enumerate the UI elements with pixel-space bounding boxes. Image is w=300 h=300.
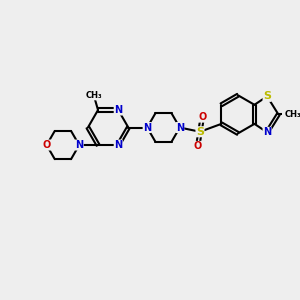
Text: CH₃: CH₃ — [85, 91, 102, 100]
Text: O: O — [194, 141, 202, 151]
Text: N: N — [263, 127, 271, 137]
Text: O: O — [198, 112, 206, 122]
Text: S: S — [196, 127, 204, 137]
Text: N: N — [75, 140, 83, 150]
Text: CH₃: CH₃ — [285, 110, 300, 119]
Text: N: N — [143, 122, 151, 133]
Text: N: N — [114, 105, 122, 115]
Text: O: O — [43, 140, 51, 150]
Text: S: S — [263, 91, 271, 101]
Text: N: N — [114, 140, 122, 150]
Text: N: N — [176, 122, 184, 133]
